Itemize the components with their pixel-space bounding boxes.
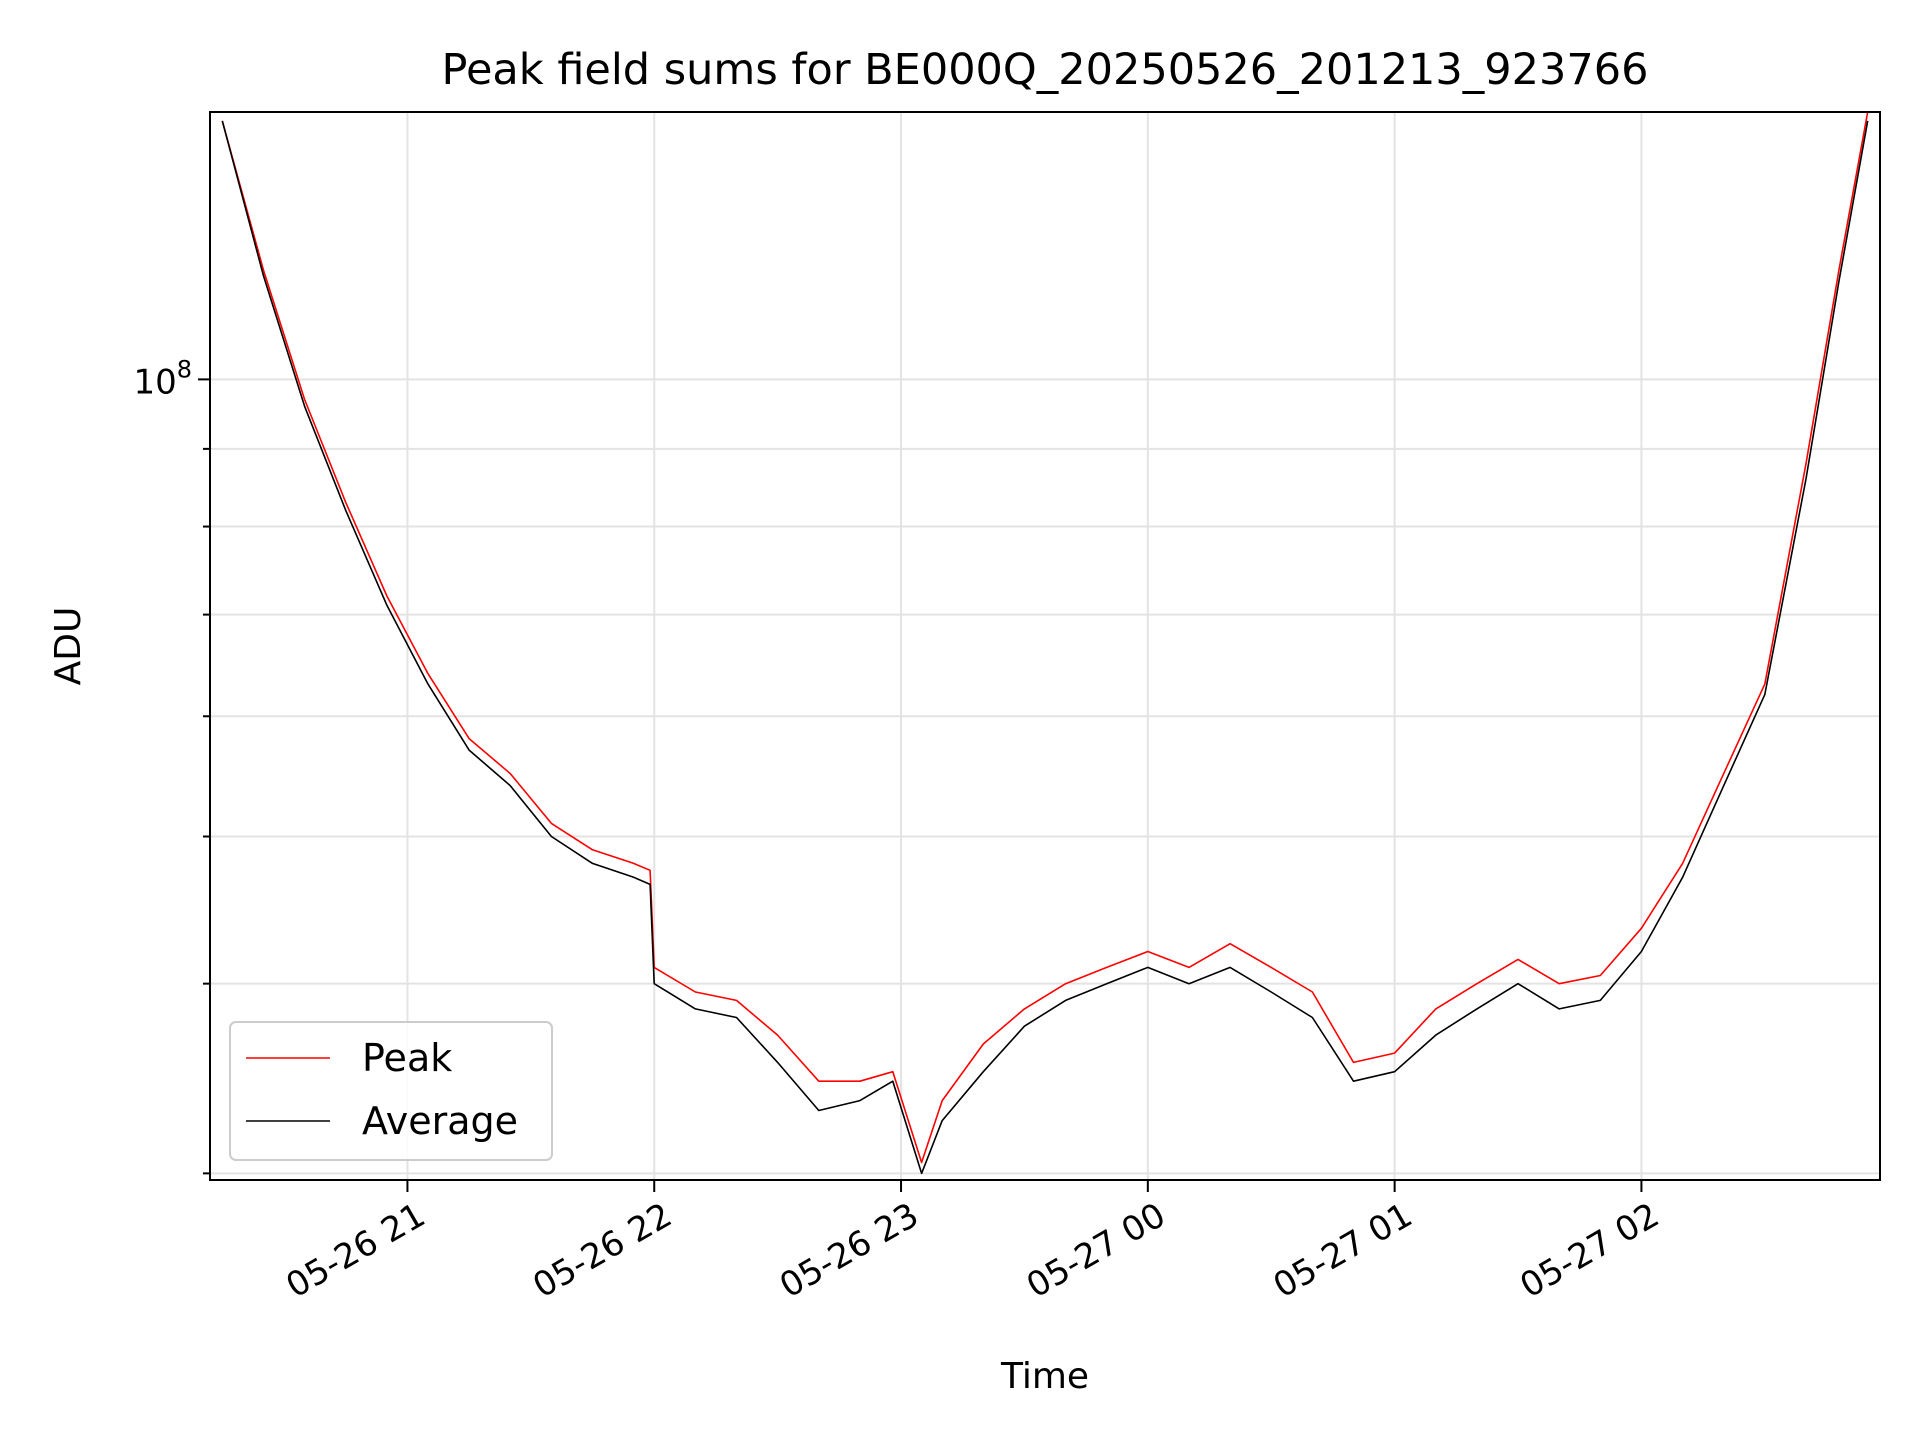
y-tick-base: 10 — [133, 362, 176, 402]
legend-peak-label: Peak — [362, 1036, 452, 1080]
y-tick-exponent: 8 — [177, 355, 192, 383]
legend-box — [229, 1021, 553, 1161]
plot-area-frame — [209, 111, 1881, 1181]
y-tick-label: 108 — [133, 355, 192, 402]
series-line-peak — [221, 111, 1869, 1164]
series-layer — [221, 111, 1869, 1175]
series-line-average — [221, 120, 1869, 1175]
x-axis-label: Time — [1000, 1356, 1089, 1397]
legend-average-label: Average — [362, 1099, 518, 1143]
chart-title: Peak field sums for BE000Q_20250526_2012… — [442, 45, 1649, 95]
y-axis-label: ADU — [48, 607, 89, 686]
legend: Peak Average — [229, 1021, 553, 1161]
grid — [210, 112, 1880, 1180]
